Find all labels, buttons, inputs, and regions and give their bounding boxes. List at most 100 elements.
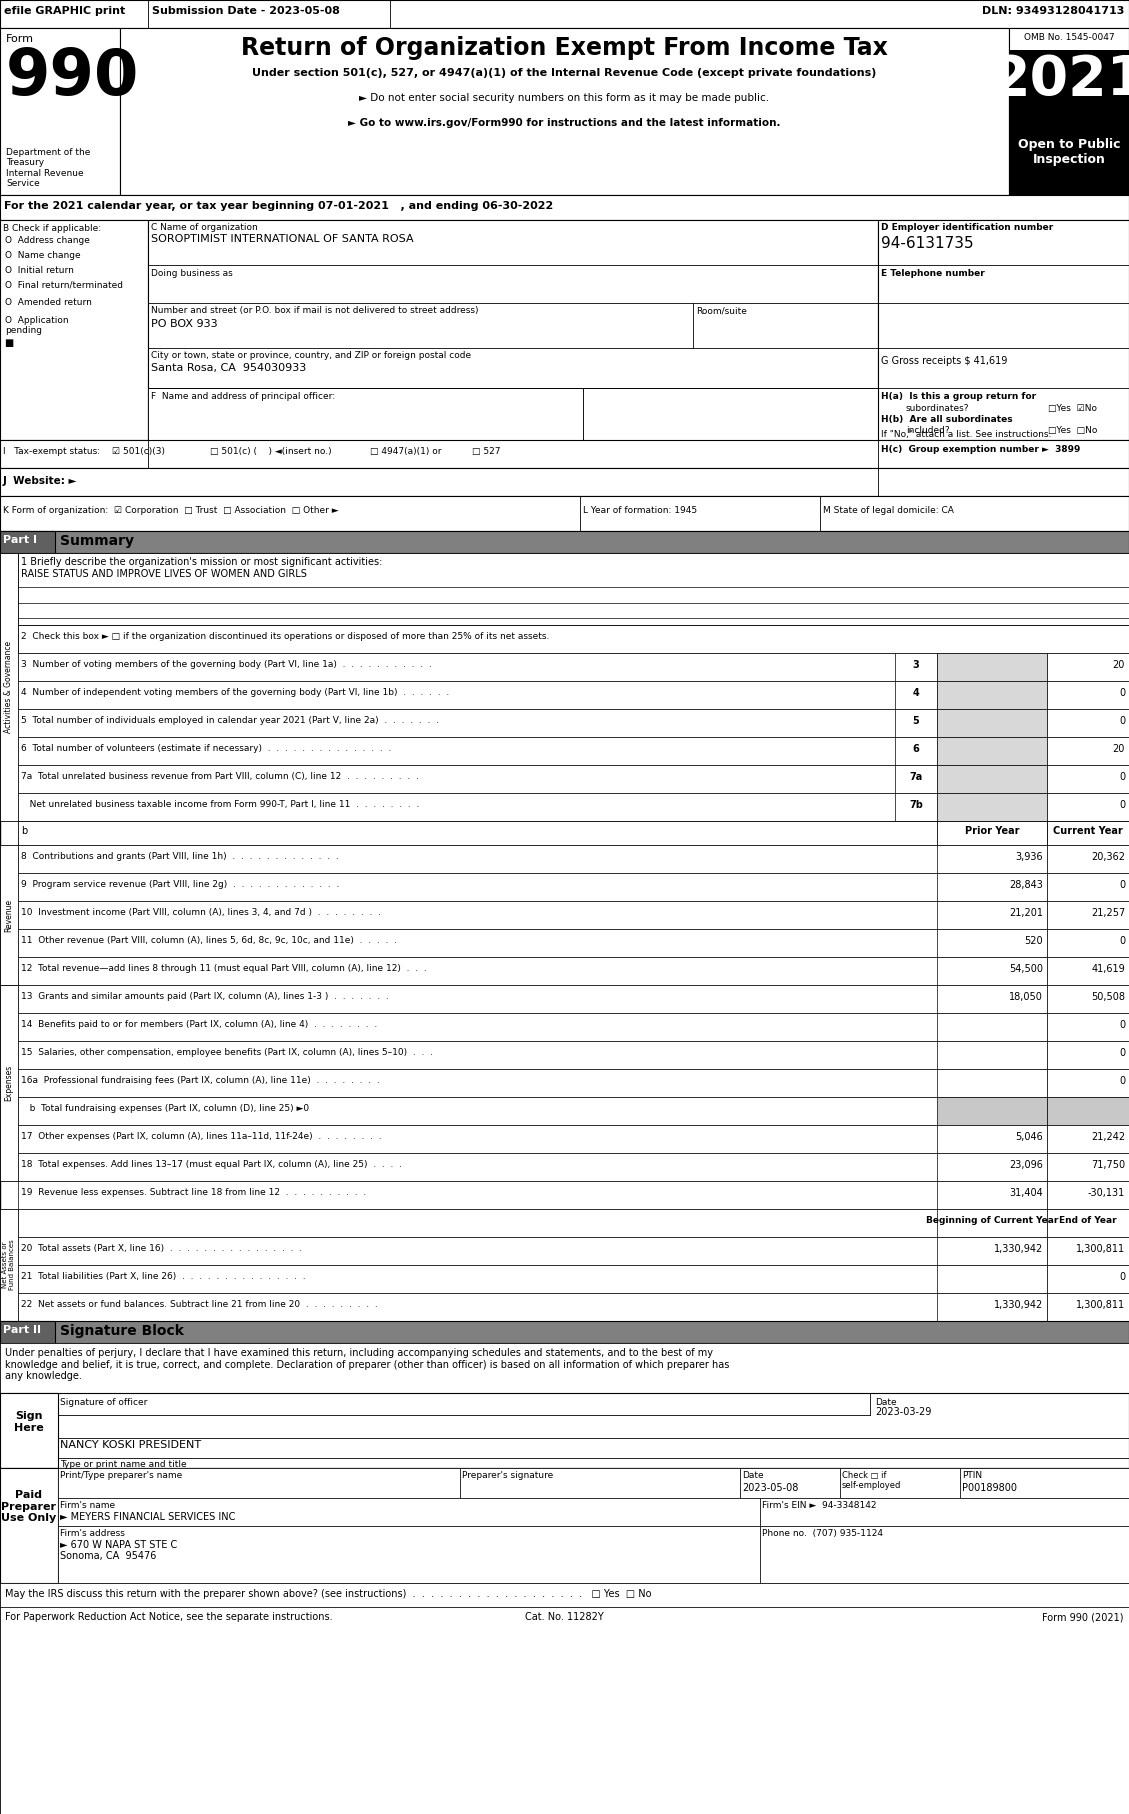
Text: 15  Salaries, other compensation, employee benefits (Part IX, column (A), lines : 15 Salaries, other compensation, employe… (21, 1048, 434, 1058)
Text: Expenses: Expenses (5, 1065, 14, 1101)
Text: Beginning of Current Year: Beginning of Current Year (926, 1215, 1058, 1224)
Text: 28,843: 28,843 (1009, 880, 1043, 891)
Text: O  Final return/terminated: O Final return/terminated (5, 281, 123, 290)
Bar (0, 1393, 58, 1468)
Bar (937, 1154, 1047, 1181)
Bar (0, 194, 1129, 219)
Text: Current Year: Current Year (1053, 825, 1123, 836)
Bar (0, 1584, 1129, 1607)
Text: 1,300,811: 1,300,811 (1076, 1301, 1124, 1310)
Text: efile GRAPHIC print: efile GRAPHIC print (5, 5, 125, 16)
Text: 5,046: 5,046 (1015, 1132, 1043, 1143)
Text: 7b: 7b (909, 800, 922, 811)
Text: Type or print name and title: Type or print name and title (60, 1460, 186, 1469)
Bar (1047, 1097, 1129, 1125)
Bar (18, 985, 1129, 1012)
Bar (18, 958, 1129, 985)
Text: 520: 520 (1024, 936, 1043, 945)
Text: Return of Organization Exempt From Income Tax: Return of Organization Exempt From Incom… (240, 36, 887, 60)
Text: 1,300,811: 1,300,811 (1076, 1244, 1124, 1253)
Text: Print/Type preparer's name: Print/Type preparer's name (60, 1471, 182, 1480)
Bar (937, 766, 1047, 793)
Text: Under section 501(c), 527, or 4947(a)(1) of the Internal Revenue Code (except pr: Under section 501(c), 527, or 4947(a)(1)… (252, 67, 876, 78)
Bar (1009, 27, 1129, 194)
Text: 2  Check this box ► □ if the organization discontinued its operations or dispose: 2 Check this box ► □ if the organization… (21, 631, 550, 640)
Text: 3,936: 3,936 (1015, 853, 1043, 862)
Text: Department of the
Treasury
Internal Revenue
Service: Department of the Treasury Internal Reve… (6, 149, 90, 189)
Text: Part I: Part I (3, 535, 37, 544)
Text: L Year of formation: 1945: L Year of formation: 1945 (583, 506, 697, 515)
Bar (18, 766, 1129, 793)
Bar (1047, 1154, 1129, 1181)
Bar (0, 1321, 1129, 1342)
Text: DLN: 93493128041713: DLN: 93493128041713 (981, 5, 1124, 16)
Text: Under penalties of perjury, I declare that I have examined this return, includin: Under penalties of perjury, I declare th… (5, 1348, 729, 1380)
Text: 0: 0 (1119, 717, 1124, 726)
Text: Preparer's signature: Preparer's signature (462, 1471, 553, 1480)
Bar (18, 653, 1129, 680)
Text: P00189800: P00189800 (962, 1484, 1017, 1493)
Text: -30,131: -30,131 (1087, 1188, 1124, 1197)
Bar (1047, 1264, 1129, 1293)
Bar (937, 1068, 1047, 1097)
Text: Number and street (or P.O. box if mail is not delivered to street address): Number and street (or P.O. box if mail i… (151, 307, 479, 316)
Bar (895, 653, 937, 680)
Text: Revenue: Revenue (5, 898, 14, 932)
Bar (18, 626, 1129, 653)
Bar (1009, 51, 1129, 129)
Text: 71,750: 71,750 (1091, 1159, 1124, 1170)
Text: 21,201: 21,201 (1009, 909, 1043, 918)
Text: ☑ 501(c)(3): ☑ 501(c)(3) (112, 446, 165, 455)
Bar (1047, 902, 1129, 929)
Bar (937, 845, 1047, 873)
Text: 20: 20 (1112, 660, 1124, 669)
Text: 5: 5 (912, 717, 919, 726)
Bar (18, 873, 1129, 902)
Bar (0, 1393, 1129, 1468)
Bar (937, 1125, 1047, 1154)
Text: O  Name change: O Name change (5, 250, 80, 259)
Bar (937, 653, 1047, 680)
Bar (0, 1607, 1129, 1814)
Text: 6: 6 (912, 744, 919, 755)
Bar (18, 1012, 1129, 1041)
Text: 0: 0 (1119, 1048, 1124, 1058)
Bar (0, 441, 1129, 468)
Text: 9  Program service revenue (Part VIII, line 2g)  .  .  .  .  .  .  .  .  .  .  .: 9 Program service revenue (Part VIII, li… (21, 880, 340, 889)
Text: 0: 0 (1119, 880, 1124, 891)
Bar (937, 1041, 1047, 1068)
Text: PO BOX 933: PO BOX 933 (151, 319, 218, 328)
Text: 8  Contributions and grants (Part VIII, line 1h)  .  .  .  .  .  .  .  .  .  .  : 8 Contributions and grants (Part VIII, l… (21, 853, 339, 862)
Bar (18, 1097, 1129, 1125)
Text: H(c)  Group exemption number ►  3899: H(c) Group exemption number ► 3899 (881, 444, 1080, 454)
Bar (937, 1181, 1047, 1208)
Bar (937, 793, 1047, 822)
Text: Cat. No. 11282Y: Cat. No. 11282Y (525, 1613, 603, 1622)
Text: Date: Date (742, 1471, 763, 1480)
Bar (760, 1526, 1129, 1584)
Text: b  Total fundraising expenses (Part IX, column (D), line 25) ►0: b Total fundraising expenses (Part IX, c… (21, 1105, 309, 1114)
Bar (937, 1097, 1047, 1125)
Bar (1009, 129, 1129, 194)
Bar (18, 553, 1129, 626)
Text: 21  Total liabilities (Part X, line 26)  .  .  .  .  .  .  .  .  .  .  .  .  .  : 21 Total liabilities (Part X, line 26) .… (21, 1272, 306, 1281)
Text: 7a: 7a (909, 773, 922, 782)
Bar (18, 1264, 1129, 1293)
Bar (1047, 929, 1129, 958)
Text: May the IRS discuss this return with the preparer shown above? (see instructions: May the IRS discuss this return with the… (5, 1589, 651, 1598)
Bar (937, 1237, 1047, 1264)
Bar (1047, 680, 1129, 709)
Text: 0: 0 (1119, 800, 1124, 811)
Bar (18, 793, 1129, 822)
Bar (1047, 1012, 1129, 1041)
Text: For the 2021 calendar year, or tax year beginning 07-01-2021   , and ending 06-3: For the 2021 calendar year, or tax year … (5, 201, 553, 210)
Bar (0, 495, 1129, 532)
Text: City or town, state or province, country, and ZIP or foreign postal code: City or town, state or province, country… (151, 350, 471, 359)
Text: Paid
Preparer
Use Only: Paid Preparer Use Only (1, 1489, 56, 1524)
Bar (1047, 985, 1129, 1012)
Text: M State of legal domicile: CA: M State of legal domicile: CA (823, 506, 954, 515)
Bar (937, 985, 1047, 1012)
Bar (18, 680, 1129, 709)
Bar (18, 845, 1129, 873)
Bar (18, 822, 1129, 845)
